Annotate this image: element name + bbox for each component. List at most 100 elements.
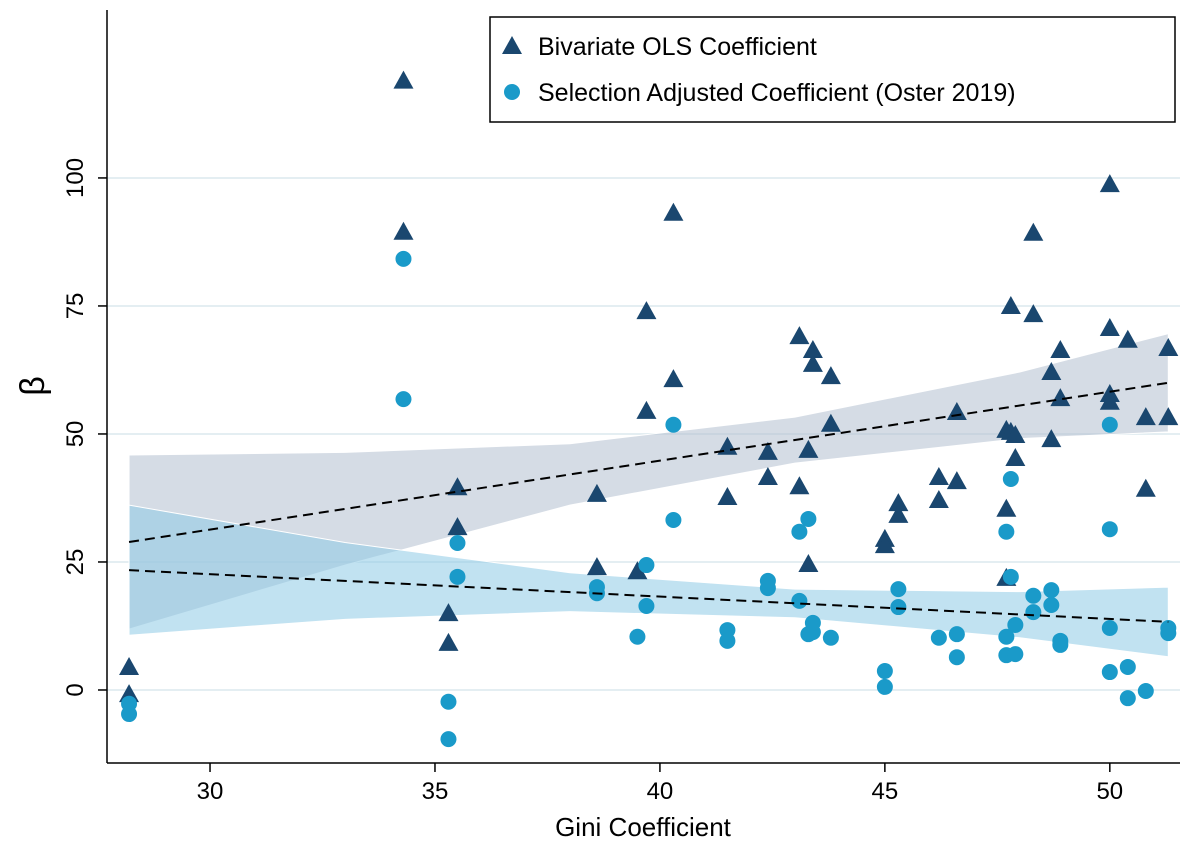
- triangle-marker: [627, 561, 648, 580]
- circle-marker: [876, 678, 893, 695]
- circle-marker: [665, 416, 682, 433]
- triangle-marker: [888, 493, 909, 512]
- triangle-marker: [928, 490, 949, 509]
- circle-marker: [791, 592, 808, 609]
- circle-marker: [890, 581, 907, 598]
- circle-marker: [449, 535, 466, 552]
- circle-marker: [440, 693, 457, 710]
- triangle-marker: [874, 535, 895, 554]
- triangle-marker: [802, 353, 823, 372]
- circle-marker: [449, 568, 466, 585]
- legend-marker: [502, 36, 522, 54]
- triangle-marker: [1099, 317, 1120, 336]
- circle-marker: [930, 629, 947, 646]
- x-tick-label: 30: [197, 778, 224, 805]
- y-tick-label: 50: [62, 421, 89, 448]
- circle-marker: [1101, 664, 1118, 681]
- circle-marker: [1025, 587, 1042, 604]
- fit-line: [128, 569, 1169, 623]
- triangle-marker: [438, 632, 459, 651]
- triangle-marker: [119, 656, 140, 675]
- triangle-marker: [1135, 478, 1156, 497]
- circle-marker: [121, 706, 138, 723]
- triangle-marker: [1050, 388, 1071, 407]
- circle-marker: [890, 599, 907, 616]
- triangle-marker: [1023, 222, 1044, 241]
- triangle-marker: [586, 557, 607, 576]
- y-tick-label: 0: [62, 683, 89, 696]
- triangle-marker: [757, 466, 778, 485]
- triangle-marker: [1005, 448, 1026, 467]
- circle-marker: [822, 629, 839, 646]
- legend-marker: [504, 84, 520, 100]
- triangle-marker: [1023, 304, 1044, 323]
- triangle-marker: [820, 413, 841, 432]
- triangle-marker: [789, 476, 810, 495]
- y-axis-label: β: [14, 376, 52, 396]
- triangle-marker: [663, 369, 684, 388]
- triangle-marker: [447, 517, 468, 536]
- circle-marker: [1160, 625, 1177, 642]
- y-tick-label: 75: [62, 293, 89, 320]
- triangle-marker: [393, 70, 414, 89]
- triangle-marker: [820, 366, 841, 385]
- circle-marker: [395, 250, 412, 267]
- confidence-band: [128, 504, 1169, 658]
- triangle-marker: [663, 202, 684, 221]
- circle-marker: [1119, 658, 1136, 675]
- triangle-marker: [636, 400, 657, 419]
- bands: [128, 332, 1169, 658]
- triangle-marker: [798, 554, 819, 573]
- triangle-marker: [1000, 295, 1021, 314]
- circle-marker: [759, 580, 776, 597]
- circle-marker: [791, 523, 808, 540]
- circle-marker: [948, 649, 965, 666]
- circle-marker: [1002, 568, 1019, 585]
- circle-marker: [1101, 521, 1118, 538]
- triangle-marker: [1099, 391, 1120, 410]
- circle-marker: [395, 391, 412, 408]
- x-axis-label: Gini Coefficient: [555, 812, 732, 841]
- triangle-marker: [438, 603, 459, 622]
- triangle-marker: [1041, 429, 1062, 448]
- circle-marker: [1007, 646, 1024, 663]
- triangle-marker: [789, 326, 810, 345]
- legend-label: Selection Adjusted Coefficient (Oster 20…: [538, 79, 1016, 107]
- circle-marker: [719, 632, 736, 649]
- triangle-marker: [1135, 407, 1156, 426]
- triangle-marker: [1099, 174, 1120, 193]
- triangle-marker: [586, 483, 607, 502]
- circle-marker: [1119, 690, 1136, 707]
- triangle-marker: [946, 471, 967, 490]
- circle-marker: [1052, 636, 1069, 653]
- circle-marker: [800, 510, 817, 527]
- triangle-marker: [636, 301, 657, 320]
- circle-marker: [440, 731, 457, 748]
- legend-label: Bivariate OLS Coefficient: [538, 33, 817, 61]
- circle-marker: [1007, 616, 1024, 633]
- circle-marker: [998, 523, 1015, 540]
- circle-marker: [998, 628, 1015, 645]
- circle-marker: [665, 511, 682, 528]
- y-tick-label: 100: [62, 158, 89, 198]
- triangle-marker: [393, 221, 414, 240]
- triangle-marker: [888, 504, 909, 523]
- triangle-marker: [757, 441, 778, 460]
- triangle-marker: [1158, 337, 1179, 356]
- triangle-marker: [1005, 424, 1026, 443]
- circle-marker: [638, 598, 655, 615]
- legend-box: [489, 16, 1176, 123]
- triangle-marker: [802, 339, 823, 358]
- triangle-marker: [1041, 362, 1062, 381]
- circle-marker: [629, 628, 646, 645]
- x-tick-label: 45: [872, 778, 899, 805]
- circle-marker: [948, 626, 965, 643]
- triangle-marker: [798, 439, 819, 458]
- x-tick-label: 40: [647, 778, 674, 805]
- triangle-marker: [1050, 339, 1071, 358]
- circle-marker: [1002, 471, 1019, 488]
- triangle-marker: [996, 498, 1017, 517]
- x-tick-label: 35: [422, 778, 449, 805]
